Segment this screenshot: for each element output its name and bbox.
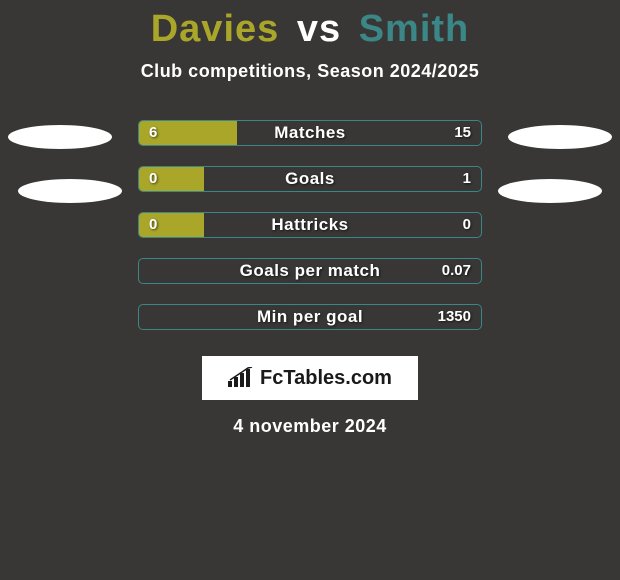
stat-value-right: 1350 xyxy=(438,305,471,329)
stat-row: Goals per match0.07 xyxy=(0,248,620,294)
stat-value-left: 0 xyxy=(149,167,157,191)
date-text: 4 november 2024 xyxy=(0,416,620,437)
stat-label: Min per goal xyxy=(139,305,481,329)
subtitle: Club competitions, Season 2024/2025 xyxy=(0,61,620,82)
stat-bar: Goals0 1 xyxy=(138,166,482,192)
stat-value-right: 15 xyxy=(454,121,471,145)
decorative-ellipse xyxy=(498,179,602,203)
stat-label: Goals per match xyxy=(139,259,481,283)
stat-value-right: 0.07 xyxy=(442,259,471,283)
stat-bar: Matches6 15 xyxy=(138,120,482,146)
stat-row: Min per goal1350 xyxy=(0,294,620,340)
bars-icon xyxy=(228,367,254,389)
stat-label: Matches xyxy=(139,121,481,145)
stat-value-left: 6 xyxy=(149,121,157,145)
stat-value-right: 0 xyxy=(463,213,471,237)
stat-value-right: 1 xyxy=(463,167,471,191)
stat-bar: Min per goal1350 xyxy=(138,304,482,330)
page-title: Davies vs Smith xyxy=(0,0,620,51)
stat-label: Goals xyxy=(139,167,481,191)
stat-row: Hattricks0 0 xyxy=(0,202,620,248)
stat-bar: Hattricks0 0 xyxy=(138,212,482,238)
stat-value-left: 0 xyxy=(149,213,157,237)
player2-name: Smith xyxy=(359,8,470,50)
logo-text: FcTables.com xyxy=(260,367,392,390)
decorative-ellipse xyxy=(18,179,122,203)
logo: FcTables.com xyxy=(228,367,392,390)
decorative-ellipse xyxy=(508,125,612,149)
vs-text: vs xyxy=(297,8,341,50)
decorative-ellipse xyxy=(8,125,112,149)
player1-name: Davies xyxy=(151,8,280,50)
stat-label: Hattricks xyxy=(139,213,481,237)
logo-box: FcTables.com xyxy=(202,356,418,400)
stat-bar: Goals per match0.07 xyxy=(138,258,482,284)
